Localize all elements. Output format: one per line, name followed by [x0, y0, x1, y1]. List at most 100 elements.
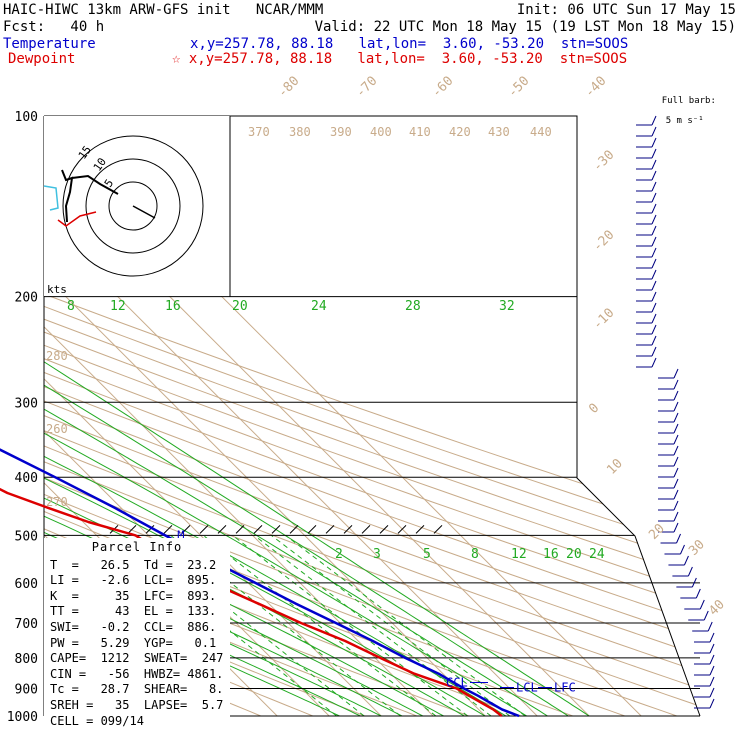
isotherm-line: [44, 116, 538, 716]
freezing-hatch: [217, 525, 227, 534]
mixing-ratio-label: 24: [589, 547, 605, 562]
wind-barb-flag: [695, 588, 701, 599]
moist-adiabat-label: 32: [499, 299, 515, 314]
wind-barb-flag: [673, 412, 679, 423]
mixing-ratio-label: 5: [423, 547, 431, 562]
wind-barb-flag: [709, 676, 715, 687]
pressure-label: 300: [15, 396, 38, 411]
wind-barb-flag: [709, 698, 715, 709]
wind-barb-flag: [673, 390, 679, 401]
wind-barb-flag: [683, 555, 689, 566]
wind-barb-flag: [673, 478, 679, 489]
mixing-ratio-line: [285, 535, 526, 716]
wind-barb-flag: [673, 401, 679, 412]
dry-adiabat-line: [44, 116, 417, 716]
freezing-hatch: [199, 525, 209, 534]
dry-adiabat-line: [44, 116, 700, 716]
freezing-hatch: [433, 525, 443, 534]
theta-label: 280: [46, 349, 68, 363]
isotherm-label: -50: [505, 74, 532, 101]
dry-adiabat-line: [44, 116, 700, 716]
wind-barb-flag: [673, 423, 679, 434]
parcel-row: SREH = 35 LAPSE= 5.7: [50, 697, 224, 712]
pressure-label: 500: [15, 529, 38, 544]
theta-label: 370: [248, 125, 270, 139]
barb-note: Full barb: 5 m s⁻¹: [640, 86, 716, 136]
valid-time: Valid: 22 UTC Mon 18 May 15 (19 LST Mon …: [314, 19, 736, 35]
wind-barb-flag: [673, 511, 679, 522]
storm-motion-vector: [132, 205, 156, 219]
freezing-hatch: [379, 525, 389, 534]
parcel-row: Tc = 28.7 SHEAR= 8.: [50, 682, 224, 697]
pressure-label: 600: [15, 577, 38, 592]
wind-barb-flag: [651, 335, 657, 346]
freezing-hatch: [325, 525, 335, 534]
parcel-info-title: Parcel Info: [91, 540, 183, 554]
pressure-label: 800: [15, 652, 38, 667]
isotherm-label: -20: [590, 228, 617, 255]
dry-adiabat-line: [44, 116, 700, 716]
mixing-ratio-line: [111, 535, 337, 716]
wind-barb-flag: [707, 621, 713, 632]
moist-adiabat-label: 20: [232, 299, 248, 314]
legend-temperature: Temperature: [3, 36, 96, 52]
moist-adiabat-label: 12: [110, 299, 126, 314]
moist-adiabat-label: 8: [67, 299, 75, 314]
freezing-hatch: [163, 525, 173, 534]
theta-label: 400: [370, 125, 392, 139]
wind-barb-flag: [651, 148, 657, 159]
wind-barb-flag: [673, 379, 679, 390]
dry-adiabat-line: [44, 116, 700, 716]
hodograph-low-level: [43, 185, 59, 211]
ccl-label: CCL: [446, 676, 468, 690]
theta-label: 410: [409, 125, 431, 139]
hodograph-ring-label: 10: [91, 155, 109, 173]
model-title: HAIC-HIWC 13km ARW-GFS init NCAR/MMM: [3, 2, 324, 18]
pressure-label: 700: [15, 617, 38, 632]
wind-barb-flag: [651, 159, 657, 170]
wind-barb-flag: [709, 632, 715, 643]
parcel-row: T = 26.5 Td = 23.2: [50, 557, 217, 572]
hodograph-trace: [61, 169, 74, 223]
hodograph-ring: [85, 158, 181, 254]
wind-barb-flag: [651, 115, 657, 126]
wind-barb-flag: [709, 665, 715, 676]
wind-barb-flag: [687, 566, 693, 577]
wind-barb-flag: [709, 687, 715, 698]
mixing-ratio-label: 20: [566, 547, 582, 562]
dry-adiabat-line: [44, 116, 700, 716]
lcl-label: LCL: [516, 681, 538, 695]
wind-barb-flag: [651, 126, 657, 137]
wind-barb-flag: [673, 467, 679, 478]
wind-barb-flag: [651, 357, 657, 368]
wind-barb-flag: [651, 170, 657, 181]
isotherm-line: [44, 116, 486, 716]
dry-adiabat-line: [44, 116, 700, 716]
wind-barb-flag: [651, 247, 657, 258]
wind-barb-flag: [651, 302, 657, 313]
freezing-hatch: [145, 525, 155, 534]
wind-barb-flag: [673, 456, 679, 467]
moist-adiabat-label: 16: [165, 299, 181, 314]
barb-note-line2: 5 m s⁻¹: [665, 116, 704, 126]
wind-barb-flag: [651, 324, 657, 335]
wind-barb-flag: [651, 137, 657, 148]
parcel-info-box: Parcel Info T = 26.5 Td = 23.2 LI = -2.6 …: [44, 538, 230, 728]
wind-barb-flag: [651, 181, 657, 192]
mixing-ratio-label: 16: [543, 547, 559, 562]
freezing-hatch: [343, 525, 353, 534]
dewpoint-location: ☆ x,y=257.78, 88.18 lat,lon= 3.60, -53.2…: [172, 51, 628, 67]
wind-barb-flag: [651, 269, 657, 280]
temperature-location: x,y=257.78, 88.18 lat,lon= 3.60, -53.20 …: [190, 36, 629, 52]
parcel-row: K = 35 LFC= 893.: [50, 588, 217, 603]
dry-adiabat-line: [44, 116, 365, 716]
m-label: M: [177, 528, 184, 542]
moist-adiabat-label: 28: [405, 299, 421, 314]
mixing-ratio-line: [271, 535, 511, 716]
wind-barb-flag: [703, 610, 709, 621]
hodograph-ring: [108, 181, 158, 231]
dry-adiabat-line: [44, 116, 700, 716]
parcel-row: PW = 5.29 YGP= 0.1: [50, 635, 217, 650]
parcel-row: SWI= -0.2 CCL= 886.: [50, 619, 217, 634]
isotherm-label: 20: [646, 521, 668, 543]
